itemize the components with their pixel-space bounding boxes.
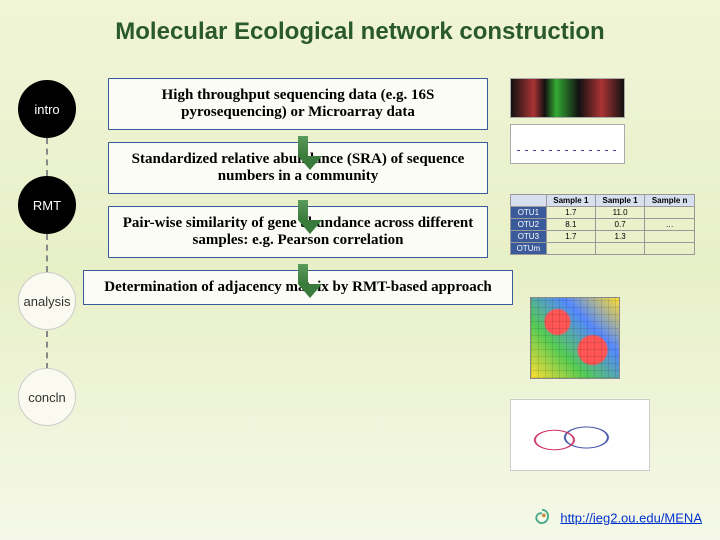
table-cell: 11.0 bbox=[595, 207, 644, 219]
table-cell: 0.7 bbox=[595, 219, 644, 231]
nav-rmt[interactable]: RMT bbox=[18, 176, 76, 234]
nav-sidebar: intro RMT analysis concln bbox=[18, 80, 76, 464]
nav-connector bbox=[46, 234, 48, 272]
table-cell: OTUm bbox=[511, 243, 547, 255]
nav-concln[interactable]: concln bbox=[18, 368, 76, 426]
mena-link[interactable]: http://ieg2.ou.edu/MENA bbox=[560, 510, 702, 525]
footer: http://ieg2.ou.edu/MENA bbox=[531, 508, 702, 530]
nav-analysis[interactable]: analysis bbox=[18, 272, 76, 330]
table-header: Sample n bbox=[645, 195, 695, 207]
nav-connector bbox=[46, 331, 48, 369]
sample-table: Sample 1 Sample 1 Sample n OTU1 1.7 11.0… bbox=[510, 194, 695, 255]
table-cell bbox=[645, 231, 695, 243]
table-header: Sample 1 bbox=[546, 195, 595, 207]
table-cell bbox=[645, 207, 695, 219]
table-cell: OTU3 bbox=[511, 231, 547, 243]
table-cell: 1.7 bbox=[546, 207, 595, 219]
rmt-curve-thumbnail bbox=[510, 399, 650, 471]
nav-intro[interactable]: intro bbox=[18, 80, 76, 138]
heatmap-thumbnail bbox=[510, 78, 625, 118]
similarity-matrix-thumbnail bbox=[530, 297, 620, 379]
nav-label: RMT bbox=[33, 198, 61, 213]
table-cell: 1.3 bbox=[595, 231, 644, 243]
nav-connector bbox=[46, 138, 48, 176]
table-cell: … bbox=[645, 219, 695, 231]
table-cell: OTU1 bbox=[511, 207, 547, 219]
nav-label: concln bbox=[28, 390, 66, 405]
nav-label: intro bbox=[34, 102, 59, 117]
table-cell: 8.1 bbox=[546, 219, 595, 231]
page-title: Molecular Ecological network constructio… bbox=[0, 0, 720, 56]
table-cell: 1.7 bbox=[546, 231, 595, 243]
step-1-box: High throughput sequencing data (e.g. 16… bbox=[108, 78, 488, 130]
flowchart: High throughput sequencing data (e.g. 16… bbox=[108, 78, 488, 311]
thumbnails-column: Sample 1 Sample 1 Sample n OTU1 1.7 11.0… bbox=[510, 78, 710, 471]
table-cell: OTU2 bbox=[511, 219, 547, 231]
swirl-icon bbox=[531, 508, 553, 530]
nav-label: analysis bbox=[24, 294, 71, 309]
lineplot-thumbnail bbox=[510, 124, 625, 164]
table-cell bbox=[595, 243, 644, 255]
table-cell bbox=[546, 243, 595, 255]
table-cell bbox=[645, 243, 695, 255]
table-header: Sample 1 bbox=[595, 195, 644, 207]
table-header bbox=[511, 195, 547, 207]
